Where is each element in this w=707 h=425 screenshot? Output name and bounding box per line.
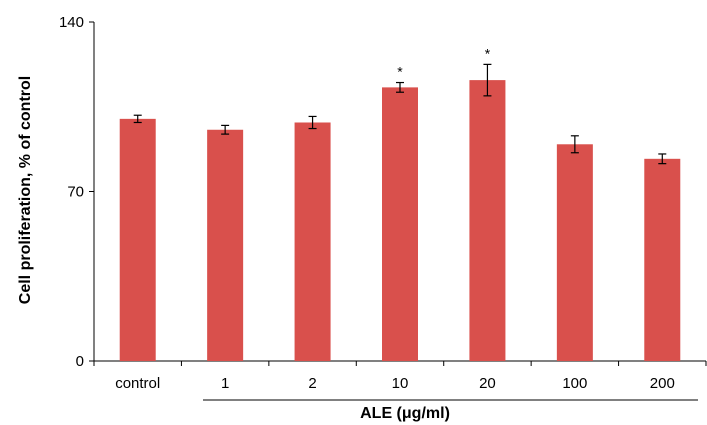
x-tick-label: 200	[650, 375, 675, 392]
bar	[469, 80, 506, 361]
bar	[382, 87, 418, 361]
y-tick-label: 0	[76, 353, 84, 370]
bar	[119, 118, 156, 361]
significance-marker: *	[485, 45, 491, 61]
y-tick-label: 140	[59, 14, 84, 31]
x-tick-label: 100	[562, 375, 587, 392]
bar	[644, 158, 681, 361]
significance-marker: *	[397, 64, 403, 80]
bar	[207, 129, 244, 361]
significance-group: **	[397, 45, 490, 79]
x-tick-label: 2	[308, 375, 316, 392]
x-tick-label: control	[115, 375, 160, 392]
x-tick-label: 20	[479, 375, 496, 392]
bar	[556, 144, 593, 361]
bar-group	[119, 80, 681, 361]
y-axis-label: Cell proliferation, % of control	[17, 76, 34, 304]
y-tick-label: 70	[67, 184, 84, 201]
x-tick-label: 10	[392, 375, 409, 392]
x-axis-label: ALE (μg/ml)	[360, 405, 450, 422]
bar	[294, 122, 331, 361]
x-tick-group: control 1 2 10 20 100 200	[93, 361, 707, 392]
error-bar-group	[133, 63, 667, 165]
y-tick-group: 0 70 140	[59, 14, 94, 370]
x-tick-label: 1	[221, 375, 229, 392]
